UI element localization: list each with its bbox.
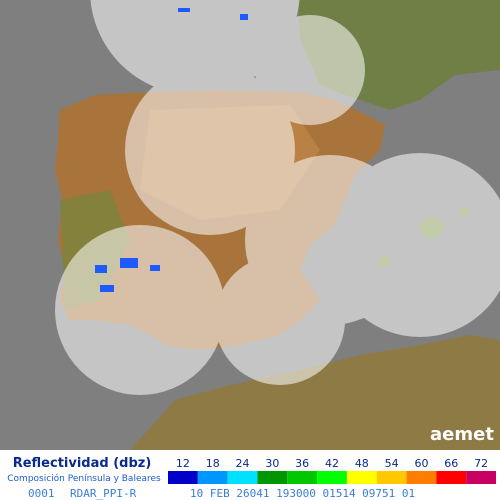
legend-swatch	[257, 471, 288, 484]
legend-value: 36	[295, 457, 309, 470]
radar-coverage	[55, 0, 500, 395]
footer-date: 10 FEB 26041 193000 01514 09751 01	[190, 487, 415, 500]
legend-swatch	[168, 471, 198, 484]
legend-swatch	[346, 471, 377, 484]
radar-circle	[328, 153, 500, 337]
echo	[95, 265, 107, 273]
legend-swatch	[317, 471, 347, 484]
radar-circle	[55, 225, 225, 395]
legend-value: 66	[444, 457, 458, 470]
logo: aemet	[430, 424, 494, 445]
echo	[100, 285, 114, 292]
radar-echoes	[95, 8, 248, 292]
legend-swatch	[227, 471, 258, 484]
echo	[178, 8, 190, 12]
legend-value: 30	[265, 457, 279, 470]
legend-value: 24	[236, 457, 250, 470]
legend-scale: 12 18 24 30 36 42 48 54 60 66 72	[168, 457, 496, 484]
radar-circle	[215, 255, 345, 385]
legend-value: 72	[474, 457, 488, 470]
legend-value: 18	[206, 457, 220, 470]
legend-value: 54	[385, 457, 399, 470]
echo	[120, 258, 138, 268]
legend-value: 42	[325, 457, 339, 470]
legend-swatch	[436, 471, 467, 484]
legend-swatch	[406, 471, 437, 484]
legend-value: 12	[176, 457, 190, 470]
legend-value: 48	[355, 457, 369, 470]
footer-bar	[0, 486, 500, 500]
legend-title: Reflectividad (dbz)	[13, 456, 152, 471]
legend-swatch	[287, 471, 318, 484]
africa-land	[130, 335, 500, 450]
radar-circle	[125, 65, 295, 235]
echo	[240, 14, 248, 20]
legend-swatch	[466, 471, 496, 484]
echo	[150, 265, 160, 271]
legend-value: 60	[414, 457, 428, 470]
radar-circle	[90, 0, 300, 95]
legend-subtitle: Composición Península y Baleares	[7, 473, 161, 484]
legend-swatch	[376, 471, 407, 484]
legend-swatch	[197, 471, 228, 484]
radar-circle	[255, 15, 365, 125]
footer-product: RDAR_PPI-R	[70, 487, 137, 500]
footer-code: 0001	[28, 487, 55, 500]
